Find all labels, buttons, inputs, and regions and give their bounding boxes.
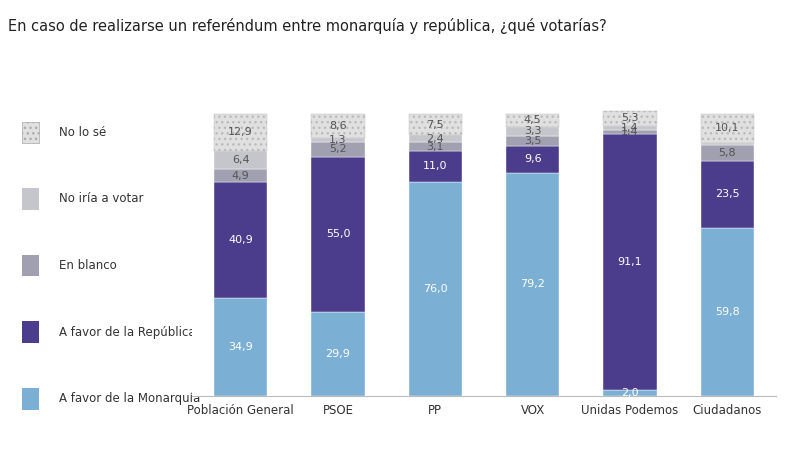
Text: A favor de la Monarquía: A favor de la Monarquía: [59, 392, 200, 405]
Bar: [214, 169, 267, 182]
Bar: [506, 146, 559, 173]
Text: 8,6: 8,6: [329, 122, 347, 131]
Bar: [409, 142, 462, 151]
Bar: [409, 182, 462, 396]
Bar: [506, 173, 559, 396]
FancyBboxPatch shape: [22, 255, 38, 276]
Text: 3,1: 3,1: [426, 141, 444, 152]
Bar: [311, 142, 365, 157]
Text: A favor de la República: A favor de la República: [59, 326, 195, 338]
Bar: [409, 135, 462, 142]
Text: No iría a votar: No iría a votar: [59, 193, 143, 205]
Bar: [603, 111, 657, 126]
Text: 55,0: 55,0: [326, 230, 350, 239]
Bar: [603, 134, 657, 390]
Bar: [214, 114, 267, 151]
Text: 34,9: 34,9: [228, 342, 253, 352]
Text: No lo sé: No lo sé: [59, 126, 106, 139]
Bar: [214, 151, 267, 169]
Bar: [506, 136, 559, 146]
Text: 76,0: 76,0: [423, 284, 448, 294]
Bar: [603, 130, 657, 134]
Bar: [603, 390, 657, 396]
Text: 3,5: 3,5: [524, 136, 542, 146]
Text: 1,4: 1,4: [621, 123, 639, 133]
Bar: [214, 182, 267, 297]
Bar: [214, 297, 267, 396]
Bar: [701, 228, 754, 396]
FancyBboxPatch shape: [22, 321, 38, 343]
Bar: [409, 114, 462, 135]
Bar: [311, 312, 365, 396]
Text: 3,3: 3,3: [524, 126, 542, 136]
Text: 10,1: 10,1: [715, 123, 739, 134]
Text: 4,5: 4,5: [524, 115, 542, 125]
Bar: [506, 114, 559, 126]
Text: 79,2: 79,2: [520, 279, 545, 289]
Bar: [506, 126, 559, 136]
Text: 11,0: 11,0: [423, 162, 447, 171]
Bar: [311, 114, 365, 139]
Bar: [409, 151, 462, 182]
Bar: [701, 145, 754, 161]
Text: 2,0: 2,0: [621, 388, 639, 398]
Text: 5,2: 5,2: [329, 144, 347, 154]
Bar: [701, 161, 754, 228]
FancyBboxPatch shape: [22, 188, 38, 210]
Text: 4,9: 4,9: [232, 171, 250, 180]
Bar: [311, 139, 365, 142]
Text: 6,4: 6,4: [232, 155, 250, 165]
Text: En caso de realizarse un referéndum entre monarquía y república, ¿qué votarías?: En caso de realizarse un referéndum entr…: [8, 18, 606, 34]
Text: 7,5: 7,5: [426, 120, 444, 130]
Bar: [701, 114, 754, 143]
Text: 59,8: 59,8: [715, 307, 740, 317]
Text: 23,5: 23,5: [715, 189, 740, 199]
Text: En blanco: En blanco: [59, 259, 117, 272]
Text: 1,3: 1,3: [330, 135, 346, 145]
Bar: [603, 126, 657, 130]
Text: 40,9: 40,9: [228, 235, 253, 245]
FancyBboxPatch shape: [22, 388, 38, 410]
Text: 91,1: 91,1: [618, 257, 642, 267]
Text: 12,9: 12,9: [228, 127, 253, 137]
Text: 5,3: 5,3: [622, 113, 638, 123]
Bar: [311, 157, 365, 312]
Text: 9,6: 9,6: [524, 154, 542, 164]
Text: 5,8: 5,8: [718, 148, 736, 158]
Text: 29,9: 29,9: [326, 349, 350, 359]
FancyBboxPatch shape: [22, 122, 38, 143]
Text: 2,4: 2,4: [426, 134, 444, 144]
Text: 1,4: 1,4: [621, 127, 639, 137]
Bar: [701, 143, 754, 145]
